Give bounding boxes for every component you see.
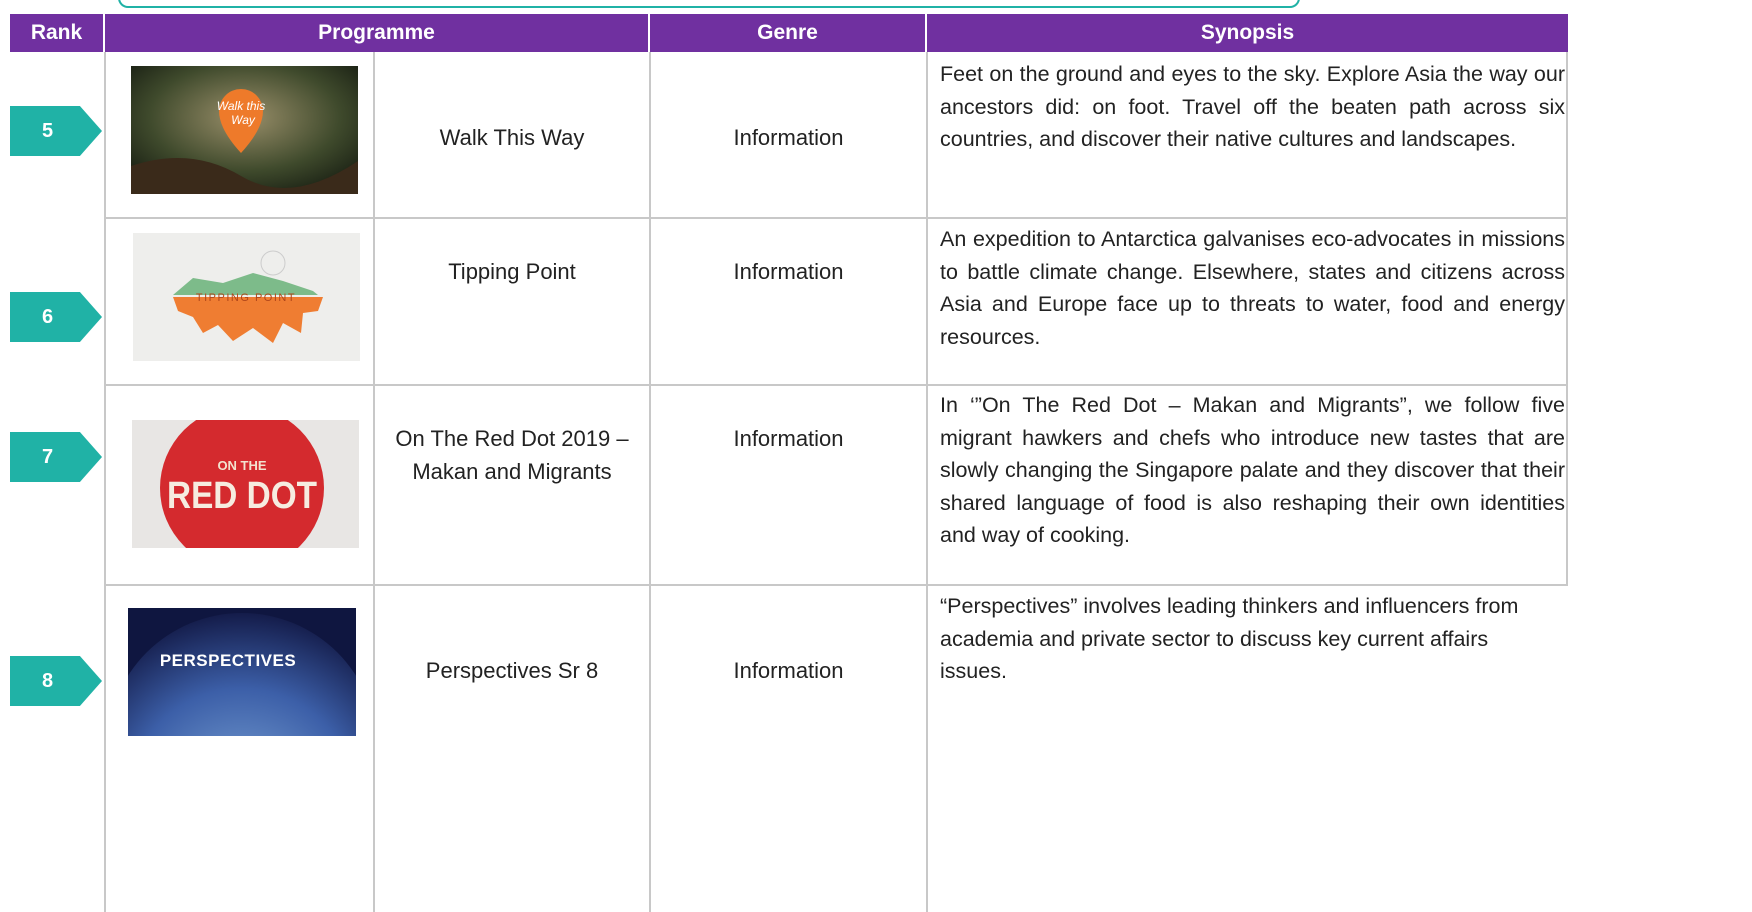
rank-badge: 7 — [10, 432, 102, 482]
rank-badge: 8 — [10, 656, 102, 706]
thumbnail: PERSPECTIVES — [128, 608, 356, 736]
rank-badge: 6 — [10, 292, 102, 342]
grid-line — [105, 217, 1568, 219]
genre: Information — [733, 426, 844, 451]
grid-line — [926, 52, 928, 912]
grid-line — [104, 52, 106, 912]
programme-title: Tipping Point — [448, 259, 576, 284]
grid-line — [1566, 52, 1568, 586]
header-programme: Programme — [105, 14, 650, 52]
thumbnail: ON THE RED DOT — [132, 420, 359, 548]
grid-line — [105, 584, 1568, 586]
genre: Information — [733, 658, 844, 683]
rank-badge: 5 — [10, 106, 102, 156]
thumbnail: Walk this Way — [131, 66, 358, 194]
thumbnail-text: RED DOT — [167, 475, 317, 517]
thumbnail-text: Way — [231, 113, 256, 127]
programme-title: Perspectives Sr 8 — [425, 658, 599, 683]
programme-title: On The Red Dot 2019 – Makan and Migrants — [395, 426, 629, 484]
programme-title: Walk This Way — [439, 125, 585, 150]
thumbnail-text: Walk this — [217, 99, 265, 113]
grid-line — [649, 52, 651, 912]
thumbnail-text: TIPPING POINT — [196, 292, 296, 304]
thumbnail-text: ON THE — [217, 458, 266, 473]
synopsis: “Perspectives” involves leading thinkers… — [940, 594, 1519, 683]
synopsis: In ‘”On The Red Dot – Makan and Migrants… — [940, 393, 1565, 547]
synopsis: An expedition to Antarctica galvanises e… — [940, 227, 1565, 349]
genre: Information — [733, 259, 844, 284]
grid-line — [105, 384, 1568, 386]
header-rank: Rank — [10, 14, 105, 52]
header-genre: Genre — [650, 14, 927, 52]
top-frame — [118, 0, 1300, 8]
grid-line — [373, 52, 375, 912]
synopsis: Feet on the ground and eyes to the sky. … — [940, 62, 1565, 151]
thumbnail-text: PERSPECTIVES — [160, 651, 296, 670]
genre: Information — [733, 125, 844, 150]
header-synopsis: Synopsis — [927, 14, 1568, 52]
thumbnail: TIPPING POINT — [133, 233, 360, 361]
